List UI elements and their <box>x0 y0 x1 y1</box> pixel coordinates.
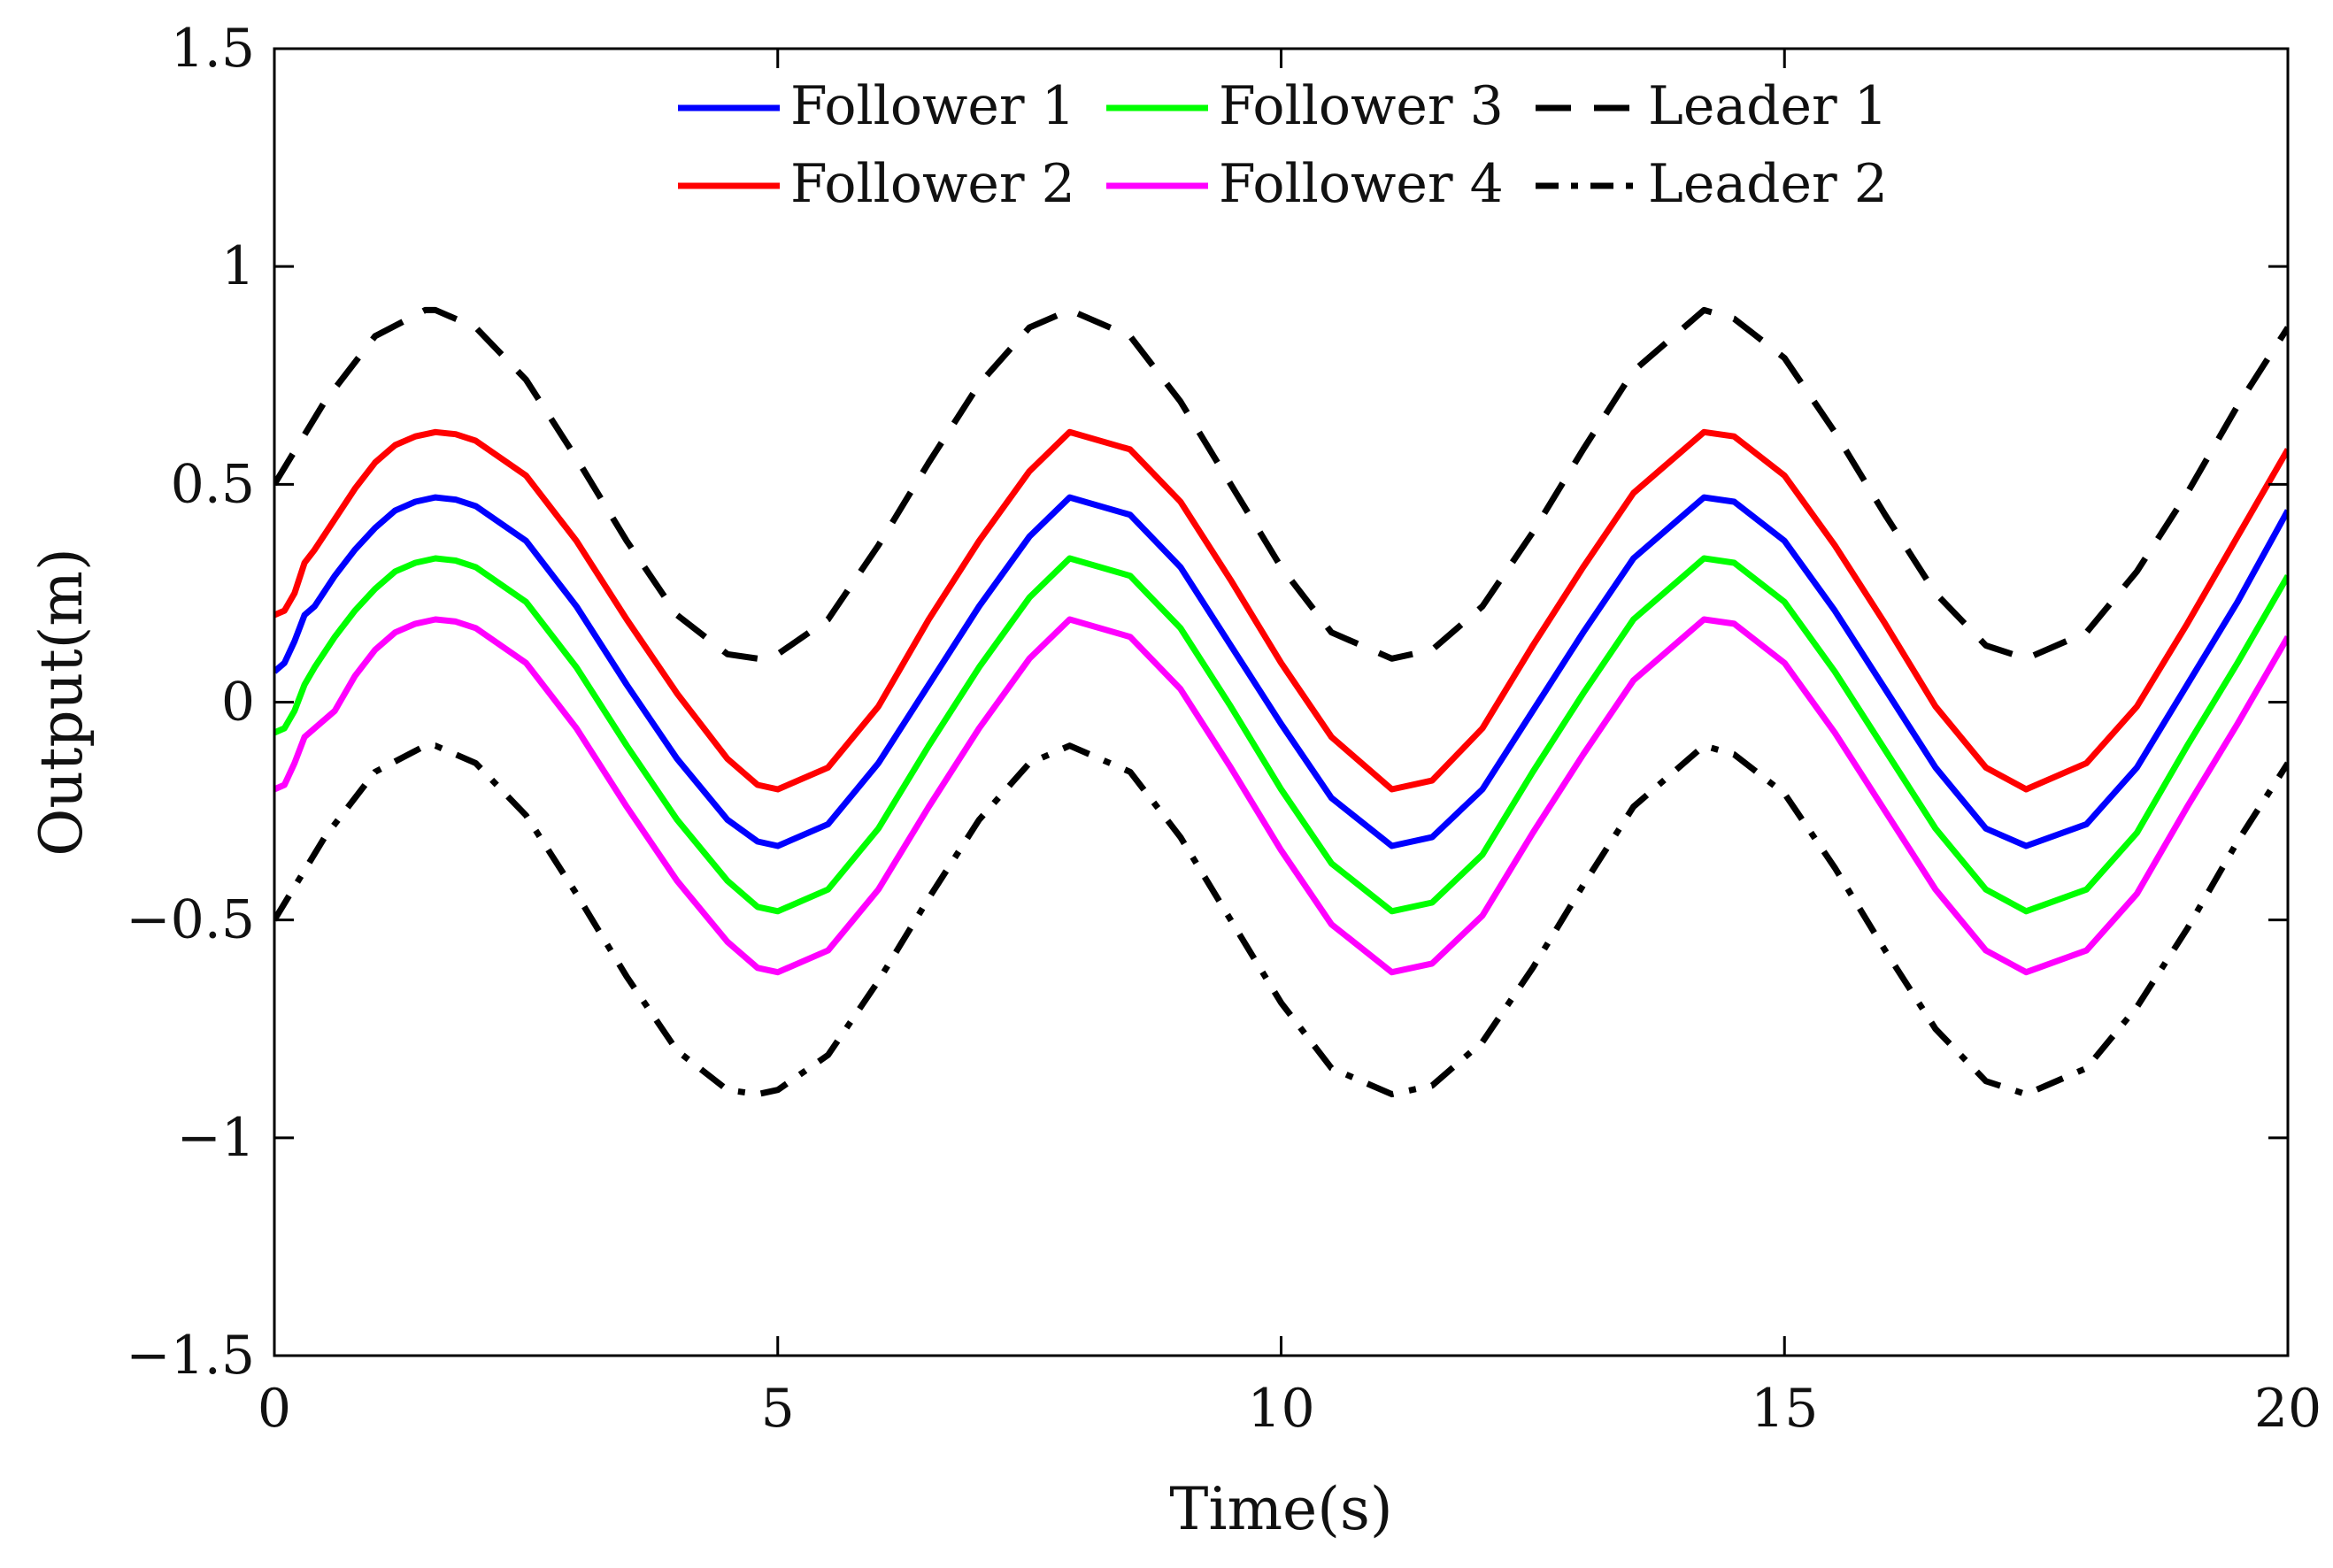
y-tick-label: 0 <box>221 672 255 734</box>
legend-label-1: Follower 1 <box>790 75 1075 137</box>
x-tick-label: 20 <box>2254 1378 2321 1440</box>
y-tick-label: −0.5 <box>126 889 255 951</box>
series-line-3 <box>274 555 2288 915</box>
y-axis-title: Output(m) <box>27 548 96 857</box>
y-tick-label: 1.5 <box>171 18 255 80</box>
legend-label-6: Leader 2 <box>1648 153 1888 215</box>
x-tick-label: 15 <box>1751 1378 1818 1440</box>
ticks-layer <box>273 47 2290 1357</box>
x-tick-label: 10 <box>1247 1378 1314 1440</box>
legend-label-5: Leader 1 <box>1648 75 1888 137</box>
x-axis-title: Time(s) <box>1169 1475 1392 1543</box>
legend-label-4: Follower 4 <box>1219 153 1504 215</box>
legend-label-3: Follower 3 <box>1219 75 1504 137</box>
series-line-6 <box>274 742 2288 1098</box>
series-line-5 <box>274 306 2288 662</box>
x-tick-label: 5 <box>761 1378 795 1440</box>
tick-labels-layer: 0 5 10 15 20 −1.5 −1 −0.5 0 0.5 1 1.5 <box>126 18 2321 1440</box>
y-tick-label: −1.5 <box>126 1325 255 1387</box>
legend: Follower 1 Follower 2 Follower 3 Follower 4… <box>678 75 1888 215</box>
series-line-1 <box>274 494 2288 849</box>
y-tick-label: 0.5 <box>171 453 255 515</box>
y-tick-label: 1 <box>221 235 255 297</box>
y-tick-label: −1 <box>177 1107 255 1169</box>
series-layer <box>274 306 2288 1098</box>
legend-label-2: Follower 2 <box>790 153 1075 215</box>
series-line-4 <box>274 616 2288 976</box>
series-line-2 <box>274 428 2288 793</box>
x-tick-label: 0 <box>258 1378 291 1440</box>
